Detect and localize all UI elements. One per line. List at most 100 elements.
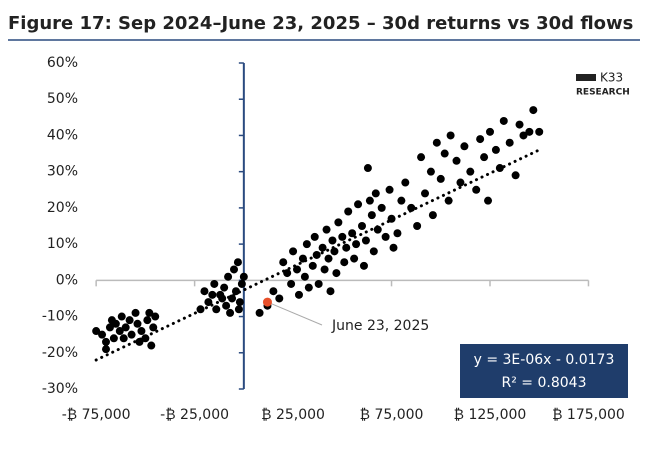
point: [127, 330, 136, 339]
point: [348, 229, 357, 238]
point: [125, 316, 134, 325]
y-tick-label: 50%: [47, 91, 78, 107]
point: [342, 243, 351, 252]
point: [137, 327, 146, 336]
point: [212, 305, 221, 314]
x-tick-label: ₿ 75,000: [360, 407, 424, 423]
point: [350, 254, 359, 263]
point: [133, 319, 142, 328]
point: [279, 258, 288, 267]
point: [200, 287, 209, 296]
point: [289, 247, 298, 256]
point: [151, 312, 160, 321]
annotation-leader: [267, 301, 323, 326]
point: [105, 323, 114, 332]
point: [417, 153, 426, 162]
point: [485, 127, 494, 136]
x-tick-label: ₿ 175,000: [552, 407, 625, 423]
point: [92, 327, 101, 336]
y-tick-label: 60%: [47, 55, 78, 71]
point: [385, 185, 394, 194]
logo-subtext: RESEARCH: [576, 88, 630, 98]
annotation-label: June 23, 2025: [331, 318, 429, 334]
point: [149, 323, 158, 332]
point: [233, 258, 242, 267]
y-tick-label: 10%: [47, 236, 78, 252]
point: [121, 323, 130, 332]
point: [484, 196, 493, 205]
point: [109, 334, 118, 343]
point: [98, 330, 107, 339]
point: [505, 138, 514, 147]
point: [322, 225, 331, 234]
point: [308, 261, 317, 270]
point: [466, 167, 475, 176]
point: [354, 200, 363, 209]
point: [204, 298, 213, 307]
point: [210, 279, 219, 288]
point: [452, 156, 461, 165]
point: [401, 178, 410, 187]
point: [293, 265, 302, 274]
point: [255, 308, 264, 317]
equation-text: y = 3E-06x - 0.0173: [474, 352, 615, 368]
point: [440, 149, 449, 158]
point: [119, 334, 128, 343]
point: [330, 247, 339, 256]
trendline: [94, 148, 541, 362]
point: [359, 261, 368, 270]
x-tick-label: -₿ 75,000: [62, 407, 131, 423]
point: [226, 308, 235, 317]
point: [393, 229, 402, 238]
point: [287, 279, 296, 288]
y-tick-label: -10%: [42, 309, 78, 325]
y-tick-label: 0%: [56, 272, 78, 288]
point: [326, 287, 335, 296]
point: [515, 120, 524, 129]
point: [371, 189, 380, 198]
logo-text: K33: [600, 71, 623, 85]
point: [446, 131, 455, 140]
point: [369, 247, 378, 256]
point: [294, 290, 303, 299]
point: [529, 106, 538, 115]
point: [239, 272, 248, 281]
point: [491, 145, 500, 154]
point: [499, 116, 508, 125]
y-tick-label: 30%: [47, 164, 78, 180]
point: [275, 294, 284, 303]
point: [220, 283, 229, 292]
point: [334, 218, 343, 227]
point: [320, 265, 329, 274]
x-tick-label: -₿ 25,000: [160, 407, 229, 423]
point: [511, 171, 520, 180]
point: [456, 178, 465, 187]
equation-box: [460, 344, 628, 398]
point: [472, 185, 481, 194]
point: [222, 301, 231, 310]
x-tick-label: ₿ 125,000: [454, 407, 527, 423]
point: [377, 203, 386, 212]
point: [525, 127, 534, 136]
point: [361, 236, 370, 245]
point: [145, 308, 154, 317]
point: [300, 272, 309, 281]
point: [237, 279, 246, 288]
point: [338, 232, 347, 241]
y-tick-label: -20%: [42, 345, 78, 361]
point: [381, 232, 390, 241]
point: [428, 211, 437, 220]
point: [115, 327, 124, 336]
point: [101, 337, 110, 346]
point: [495, 164, 504, 173]
point: [229, 265, 238, 274]
point: [302, 240, 311, 249]
y-tick-label: 40%: [47, 127, 78, 143]
point: [224, 272, 233, 281]
highlight-point: [262, 297, 272, 307]
point: [363, 164, 372, 173]
point: [367, 211, 376, 220]
point: [421, 189, 430, 198]
